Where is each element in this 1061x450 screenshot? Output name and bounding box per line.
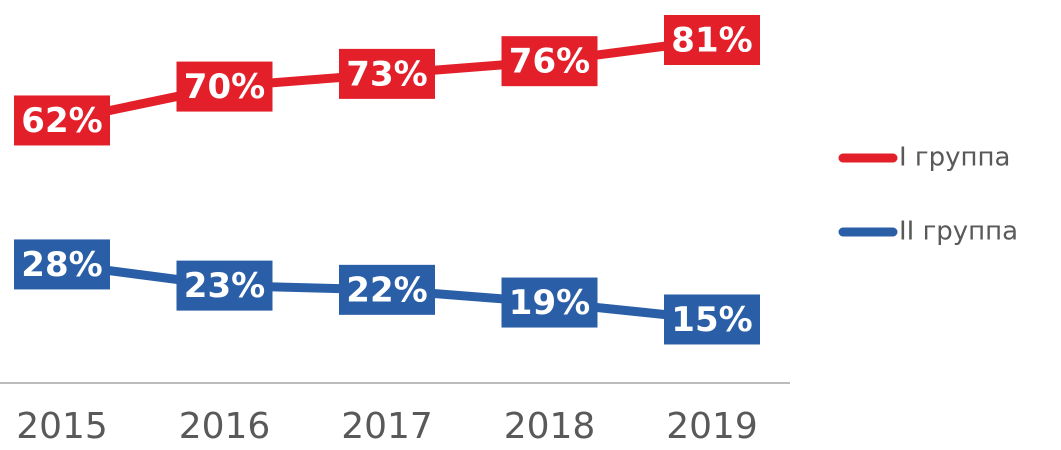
data-label-box <box>339 264 435 315</box>
x-tick-label: 2016 <box>179 406 271 447</box>
x-tick-label: 2019 <box>666 406 758 447</box>
legend-label: I группа <box>899 143 1010 173</box>
data-label: 76% <box>509 42 590 82</box>
data-label-box <box>339 48 435 99</box>
x-tick-label: 2017 <box>341 406 433 447</box>
data-label-box <box>501 277 598 328</box>
x-tick-label: 2018 <box>504 406 596 447</box>
data-label: 28% <box>21 245 102 285</box>
data-label-box <box>14 95 110 146</box>
data-label: 22% <box>346 270 427 310</box>
data-label-box <box>14 239 110 290</box>
data-label-box <box>664 294 760 345</box>
legend-label: II группа <box>899 217 1018 247</box>
data-label: 73% <box>346 54 427 94</box>
data-label: 19% <box>509 283 590 323</box>
data-label-box <box>176 61 273 112</box>
x-tick-label: 2015 <box>16 406 108 447</box>
data-label: 23% <box>184 266 265 306</box>
data-label: 70% <box>184 67 265 107</box>
data-label-box <box>176 260 273 311</box>
data-label-box <box>664 15 760 65</box>
data-label-box <box>501 36 598 87</box>
data-label: 62% <box>21 101 102 141</box>
data-label: 81% <box>671 21 752 61</box>
data-label: 15% <box>671 300 752 340</box>
